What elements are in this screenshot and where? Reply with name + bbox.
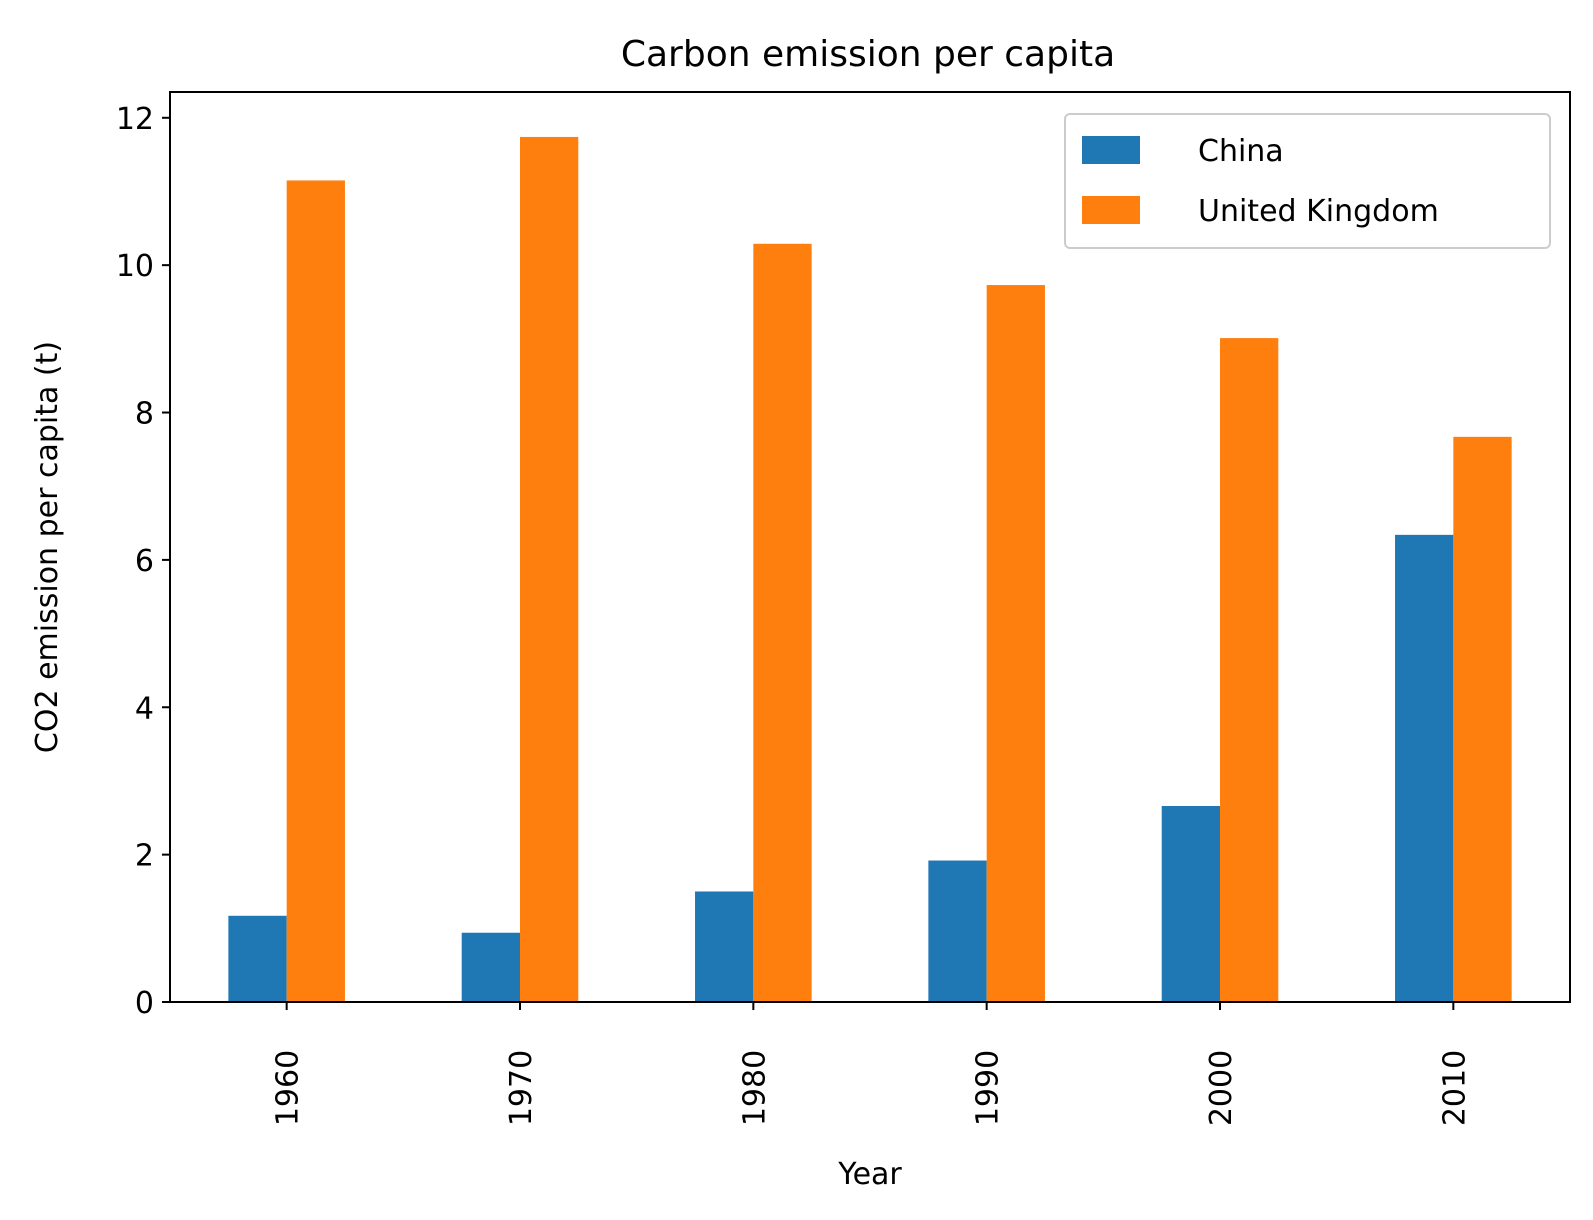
legend: China United Kingdom [1064, 113, 1551, 249]
y-tick-label: 10 [116, 249, 154, 284]
x-tick-label: 1960 [271, 1050, 306, 1126]
y-tick-label: 12 [116, 102, 154, 137]
legend-swatch-united-kingdom [1082, 196, 1140, 224]
bar-united-kingdom-1990 [986, 285, 1045, 1003]
x-tick-label: 1980 [737, 1050, 772, 1126]
bar-china-1970 [461, 932, 520, 1002]
y-tick-label: 2 [135, 839, 154, 874]
y-tick-label: 6 [135, 544, 154, 579]
x-tick-label: 1990 [971, 1050, 1006, 1126]
legend-label-united-kingdom: United Kingdom [1198, 194, 1439, 229]
chart-title: Carbon emission per capita [621, 34, 1115, 75]
bars-group [228, 136, 1512, 1003]
bar-united-kingdom-1980 [753, 243, 812, 1002]
plot-frame [169, 91, 1571, 1003]
x-axis: 1960 1970 1980 1990 2000 2010 [271, 1002, 1472, 1126]
bar-united-kingdom-2010 [1453, 436, 1512, 1002]
bar-china-1980 [695, 891, 754, 1002]
bar-china-1990 [928, 860, 987, 1002]
legend-box [1064, 113, 1551, 249]
bar-china-1960 [228, 915, 287, 1002]
y-axis-title: CO2 emission per capita (t) [30, 341, 65, 753]
x-tick-label: 1970 [504, 1050, 539, 1126]
bar-china-2010 [1395, 534, 1454, 1002]
x-tick-label: 2010 [1437, 1050, 1472, 1126]
x-axis-title: Year [837, 1157, 902, 1192]
bar-china-2000 [1161, 806, 1220, 1002]
bar-united-kingdom-1970 [520, 136, 579, 1002]
legend-label-china: China [1198, 134, 1284, 169]
y-axis: 0 2 4 6 8 10 12 [116, 102, 170, 1021]
bar-united-kingdom-2000 [1220, 338, 1279, 1003]
x-tick-label: 2000 [1204, 1050, 1239, 1126]
y-tick-label: 8 [135, 397, 154, 432]
y-tick-label: 4 [135, 691, 154, 726]
y-tick-label: 0 [135, 986, 154, 1021]
legend-swatch-china [1082, 136, 1140, 164]
bar-united-kingdom-1960 [286, 180, 345, 1003]
